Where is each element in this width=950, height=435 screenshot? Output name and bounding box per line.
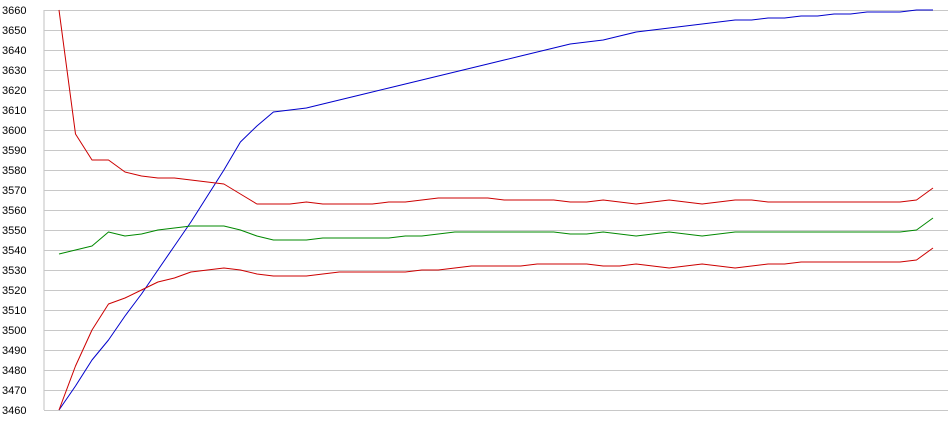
- y-tick-label-3600: 3600: [2, 125, 26, 137]
- y-tick-label-3480: 3480: [2, 365, 26, 377]
- y-tick-label-3490: 3490: [2, 345, 26, 357]
- y-tick-label-3630: 3630: [2, 65, 26, 77]
- y-tick-label-3580: 3580: [2, 165, 26, 177]
- y-tick-label-3660: 3660: [2, 5, 26, 17]
- y-tick-label-3610: 3610: [2, 105, 26, 117]
- y-tick-label-3510: 3510: [2, 305, 26, 317]
- series-line-2: [58, 9, 934, 205]
- y-tick-label-3530: 3530: [2, 265, 26, 277]
- y-tick-label-3470: 3470: [2, 385, 26, 397]
- y-tick-label-3590: 3590: [2, 145, 26, 157]
- y-tick-label-3460: 3460: [2, 405, 26, 417]
- y-tick-label-3540: 3540: [2, 245, 26, 257]
- series-line-4: [58, 247, 934, 411]
- series-line-1: [58, 9, 933, 411]
- y-tick-label-3650: 3650: [2, 25, 26, 37]
- y-tick-label-3520: 3520: [2, 285, 26, 297]
- y-tick-label-3500: 3500: [2, 325, 26, 337]
- gridlines: [43, 10, 948, 411]
- y-axis-tick-labels: 3460 3470 3480 3490 3500 3510 3520 3530 3540 3550…: [2, 5, 26, 417]
- y-tick-label-3640: 3640: [2, 45, 26, 57]
- y-tick-label-3550: 3550: [2, 225, 26, 237]
- series-line-3: [58, 217, 934, 255]
- series-lines: [58, 9, 934, 411]
- y-tick-label-3560: 3560: [2, 205, 26, 217]
- y-tick-label-3570: 3570: [2, 185, 26, 197]
- y-tick-label-3620: 3620: [2, 85, 26, 97]
